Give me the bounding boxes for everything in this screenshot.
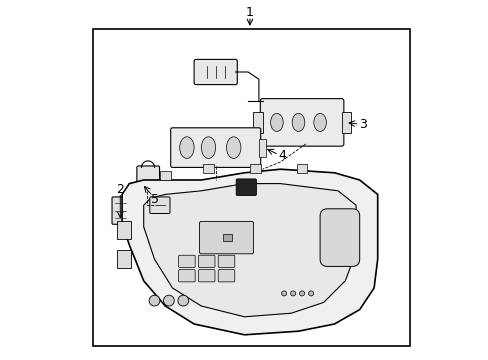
- Circle shape: [178, 295, 188, 306]
- Bar: [117, 221, 131, 239]
- Circle shape: [281, 291, 286, 296]
- Polygon shape: [143, 184, 355, 317]
- FancyBboxPatch shape: [178, 270, 195, 282]
- FancyBboxPatch shape: [260, 99, 343, 146]
- Text: 2: 2: [116, 183, 124, 195]
- Bar: [117, 250, 131, 268]
- Text: 4: 4: [278, 149, 285, 162]
- FancyBboxPatch shape: [320, 209, 359, 266]
- Text: 1: 1: [245, 6, 253, 19]
- FancyBboxPatch shape: [218, 270, 234, 282]
- Ellipse shape: [313, 113, 325, 131]
- Bar: [253, 112, 262, 133]
- Bar: [203, 164, 213, 173]
- FancyBboxPatch shape: [198, 270, 215, 282]
- Circle shape: [308, 291, 313, 296]
- Circle shape: [299, 291, 304, 296]
- FancyBboxPatch shape: [198, 255, 215, 267]
- Ellipse shape: [201, 137, 215, 158]
- Polygon shape: [122, 169, 377, 335]
- Circle shape: [149, 295, 160, 306]
- Bar: [341, 112, 350, 133]
- FancyBboxPatch shape: [170, 128, 260, 167]
- Ellipse shape: [226, 137, 241, 158]
- Text: 5: 5: [150, 193, 158, 206]
- Ellipse shape: [292, 113, 304, 131]
- Bar: [223, 234, 231, 241]
- FancyBboxPatch shape: [149, 197, 170, 213]
- Bar: [93, 29, 409, 346]
- Text: 3: 3: [359, 118, 366, 131]
- FancyBboxPatch shape: [199, 221, 253, 254]
- Bar: [296, 164, 307, 173]
- FancyBboxPatch shape: [218, 255, 234, 267]
- FancyBboxPatch shape: [178, 255, 195, 267]
- Bar: [160, 171, 170, 180]
- Circle shape: [290, 291, 295, 296]
- Bar: [258, 139, 265, 157]
- FancyBboxPatch shape: [137, 166, 159, 194]
- Ellipse shape: [179, 137, 194, 158]
- FancyBboxPatch shape: [236, 179, 256, 195]
- Bar: [249, 164, 260, 173]
- FancyBboxPatch shape: [194, 59, 237, 85]
- Ellipse shape: [270, 113, 283, 131]
- Circle shape: [163, 295, 174, 306]
- FancyBboxPatch shape: [112, 197, 128, 224]
